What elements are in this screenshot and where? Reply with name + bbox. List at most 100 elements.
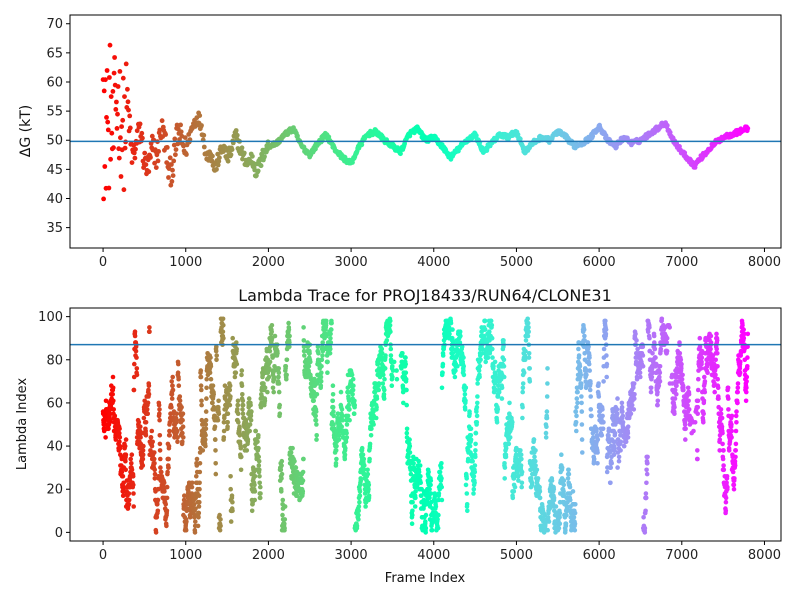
- lambda-point: [338, 389, 344, 395]
- lambda-point: [301, 344, 307, 350]
- lambda-point: [286, 320, 291, 326]
- lambda-x-tick-label: 2000: [252, 548, 285, 563]
- lambda-point: [282, 525, 287, 531]
- lambda-point: [659, 316, 665, 322]
- lambda-point: [490, 355, 495, 360]
- lambda-point: [603, 327, 609, 332]
- lambda-point: [475, 400, 480, 406]
- lambda-point: [686, 398, 691, 404]
- delta-g-point: [120, 117, 126, 123]
- lambda-point: [615, 465, 620, 470]
- lambda-point: [463, 398, 468, 404]
- lambda-point: [411, 461, 416, 466]
- lambda-point: [494, 420, 500, 425]
- lambda-point: [477, 364, 483, 369]
- lambda-point: [695, 398, 701, 404]
- lambda-point: [357, 499, 362, 505]
- lambda-point: [744, 389, 749, 395]
- lambda-point: [726, 448, 732, 453]
- delta-g-point: [137, 121, 143, 127]
- lambda-point: [664, 340, 669, 345]
- lambda-point: [230, 335, 235, 341]
- lambda-point: [121, 484, 126, 490]
- delta-g-point: [126, 107, 131, 113]
- lambda-point: [288, 450, 294, 455]
- lambda-point: [329, 320, 334, 326]
- lambda-point: [381, 392, 387, 397]
- lambda-point: [644, 480, 649, 486]
- lambda-point: [149, 428, 155, 434]
- lambda-point: [189, 484, 195, 490]
- lambda-point: [572, 527, 578, 533]
- lambda-point: [621, 443, 627, 449]
- lambda-point: [340, 413, 345, 419]
- lambda-point: [177, 394, 183, 399]
- lambda-point: [311, 398, 317, 404]
- lambda-point: [199, 387, 204, 393]
- lambda-point: [363, 504, 368, 509]
- lambda-point: [176, 383, 182, 389]
- delta-g-point: [170, 167, 175, 173]
- lambda-point: [147, 329, 152, 335]
- lambda-point: [674, 392, 679, 397]
- lambda-point: [685, 385, 691, 391]
- lambda-point: [157, 411, 162, 417]
- delta-g-point: [143, 162, 149, 168]
- lambda-point: [365, 467, 370, 473]
- lambda-point: [222, 383, 228, 389]
- lambda-point: [745, 355, 750, 360]
- lambda-point: [371, 422, 376, 427]
- lambda-point: [450, 346, 456, 352]
- lambda-point: [656, 383, 662, 389]
- lambda-point: [155, 497, 161, 503]
- lambda-point: [520, 385, 526, 391]
- lambda-point: [237, 433, 243, 438]
- delta-g-point: [359, 142, 365, 148]
- lambda-point: [637, 370, 643, 376]
- delta-g-point: [159, 118, 165, 124]
- lambda-point: [313, 417, 319, 423]
- lambda-point: [523, 338, 529, 343]
- lambda-point: [725, 484, 730, 490]
- lambda-point: [117, 435, 123, 440]
- delta-g-point: [139, 130, 145, 136]
- lambda-point: [595, 450, 600, 455]
- lambda-point: [423, 530, 429, 535]
- lambda-point: [472, 469, 478, 475]
- lambda-point: [140, 456, 146, 462]
- lambda-point: [640, 353, 646, 358]
- delta-g-point: [201, 132, 207, 138]
- lambda-point: [228, 474, 233, 479]
- lambda-point: [686, 407, 692, 412]
- lambda-point: [733, 441, 739, 447]
- lambda-point: [631, 385, 636, 391]
- lambda-point: [333, 448, 339, 453]
- lambda-point: [565, 508, 570, 514]
- lambda-point: [544, 415, 550, 421]
- lambda-point: [203, 443, 208, 449]
- lambda-point: [180, 411, 186, 417]
- lambda-point: [708, 340, 714, 345]
- lambda-point: [228, 486, 233, 492]
- lambda-point: [490, 346, 495, 352]
- lambda-point: [672, 396, 678, 401]
- lambda-point: [132, 329, 138, 335]
- lambda-x-tick-label: 0: [99, 548, 107, 563]
- lambda-point: [406, 454, 411, 460]
- lambda-point: [679, 361, 684, 367]
- lambda-point: [279, 476, 284, 481]
- lambda-point: [360, 452, 366, 458]
- lambda-point: [225, 424, 230, 430]
- lambda-point: [576, 353, 582, 358]
- lambda-point: [177, 398, 183, 404]
- lambda-point: [615, 396, 620, 401]
- delta-g-point: [215, 162, 221, 168]
- lambda-point: [343, 439, 349, 445]
- lambda-y-tick-label: 80: [46, 353, 63, 368]
- lambda-point: [720, 456, 726, 462]
- lambda-point: [526, 329, 531, 335]
- delta-g-y-tick-label: 50: [46, 134, 63, 149]
- lambda-point: [640, 364, 646, 369]
- lambda-point: [389, 383, 395, 389]
- lambda-point: [729, 435, 734, 440]
